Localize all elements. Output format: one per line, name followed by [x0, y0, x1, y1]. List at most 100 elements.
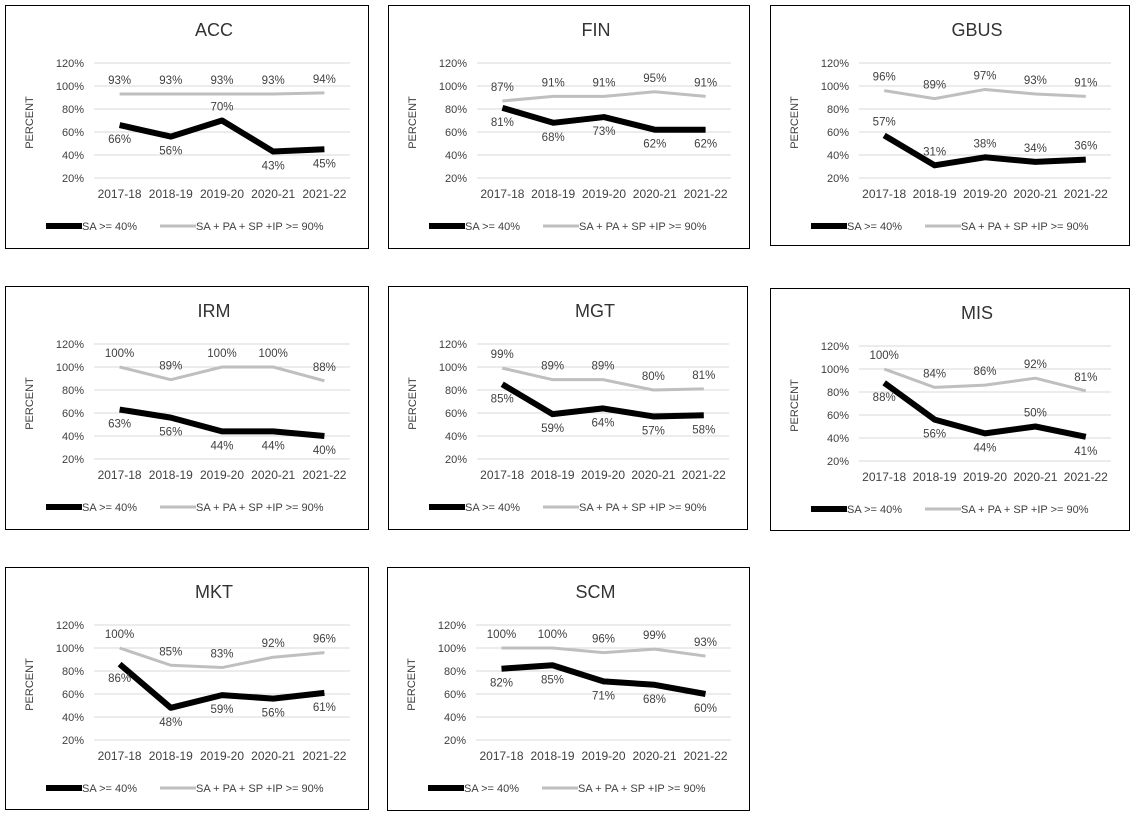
y-axis-label: PERCENT	[789, 379, 801, 432]
data-label: 87%	[491, 82, 514, 94]
y-tick-label: 20%	[62, 735, 84, 747]
legend-label: SA >= 40%	[82, 783, 137, 795]
data-label: 56%	[262, 708, 285, 720]
y-tick-label: 20%	[827, 456, 849, 468]
x-tick-label: 2019-20	[200, 187, 244, 201]
y-tick-label: 20%	[445, 454, 467, 466]
y-tick-label: 20%	[445, 173, 467, 185]
data-label: 70%	[210, 102, 233, 114]
y-tick-label: 40%	[445, 431, 467, 443]
x-tick-label: 2020-21	[251, 468, 295, 482]
data-label: 44%	[262, 440, 285, 452]
series-line-sa-40	[118, 117, 325, 155]
data-label: 100%	[487, 629, 516, 641]
y-axis-label: PERCENT	[24, 96, 36, 149]
x-tick-label: 2019-20	[581, 468, 625, 482]
legend-label: SA + PA + SP +IP >= 90%	[578, 783, 706, 795]
y-axis-label: PERCENT	[407, 377, 419, 430]
x-tick-label: 2018-19	[149, 187, 193, 201]
data-label: 44%	[973, 442, 996, 454]
x-tick-label: 2018-19	[530, 749, 574, 763]
x-tick-label: 2018-19	[531, 187, 575, 201]
legend-label: SA >= 40%	[847, 504, 902, 516]
data-label: 85%	[491, 393, 514, 405]
data-label: 85%	[541, 674, 564, 686]
x-tick-label: 2017-18	[98, 187, 142, 201]
y-tick-label: 60%	[445, 408, 467, 420]
data-label: 57%	[873, 116, 896, 128]
x-tick-label: 2021-22	[682, 468, 726, 482]
y-tick-label: 120%	[438, 620, 466, 632]
series-line-sa-40	[501, 662, 707, 697]
x-tick-label: 2021-22	[302, 187, 346, 201]
x-tick-label: 2021-22	[302, 749, 346, 763]
legend-label: SA >= 40%	[82, 221, 137, 233]
chart-panel-irm: IRM PERCENT 20% 40% 60% 80% 100% 120% 2017-18 201…	[5, 286, 369, 530]
data-label: 56%	[923, 429, 946, 441]
data-label: 99%	[643, 630, 666, 642]
chart-svg: ACC PERCENT 20% 40% 60% 80% 100% 120% 2017-18 201…	[24, 20, 350, 233]
y-tick-label: 20%	[62, 454, 84, 466]
data-label: 100%	[869, 350, 898, 362]
y-tick-label: 60%	[445, 127, 467, 139]
x-tick-label: 2018-19	[531, 468, 575, 482]
y-tick-label: 60%	[62, 127, 84, 139]
y-axis-label: PERCENT	[406, 658, 418, 711]
data-label: 88%	[873, 392, 896, 404]
data-label: 68%	[643, 694, 666, 706]
y-tick-label: 20%	[827, 173, 849, 185]
data-label: 71%	[592, 690, 615, 702]
y-tick-label: 80%	[445, 104, 467, 116]
data-label: 44%	[210, 440, 233, 452]
y-tick-label: 40%	[444, 712, 466, 724]
x-tick-label: 2019-20	[581, 749, 625, 763]
y-axis-label: PERCENT	[24, 658, 36, 711]
data-label: 43%	[262, 161, 285, 173]
series-line-sa-40	[117, 661, 325, 711]
data-label: 80%	[642, 371, 665, 383]
data-label: 62%	[643, 139, 666, 151]
y-tick-label: 40%	[62, 431, 84, 443]
data-label: 86%	[973, 366, 996, 378]
data-label: 89%	[541, 361, 564, 373]
data-label: 93%	[159, 75, 182, 87]
series-line-sa-40	[501, 104, 706, 133]
x-tick-label: 2017-18	[98, 749, 142, 763]
data-label: 93%	[210, 75, 233, 87]
legend-label: SA + PA + SP +IP >= 90%	[196, 783, 324, 795]
legend-label: SA + PA + SP +IP >= 90%	[961, 504, 1089, 516]
data-label: 96%	[873, 72, 896, 84]
y-tick-label: 40%	[827, 433, 849, 445]
legend-label: SA >= 40%	[847, 221, 902, 233]
y-tick-label: 60%	[444, 689, 466, 701]
data-label: 56%	[159, 146, 182, 158]
series-line-sa-pa-sp-ip-90	[502, 90, 706, 103]
chart-title: MIS	[961, 303, 993, 323]
x-tick-label: 2019-20	[963, 187, 1007, 201]
legend-label: SA + PA + SP +IP >= 90%	[579, 221, 707, 233]
data-label: 99%	[491, 349, 514, 361]
x-tick-label: 2019-20	[200, 468, 244, 482]
series-line-sa-pa-sp-ip-90	[119, 646, 325, 670]
data-label: 93%	[694, 637, 717, 649]
y-tick-label: 60%	[62, 689, 84, 701]
data-label: 73%	[592, 126, 615, 138]
legend-label: SA >= 40%	[465, 221, 520, 233]
y-tick-label: 100%	[56, 81, 84, 93]
y-tick-label: 80%	[62, 385, 84, 397]
chart-title: ACC	[195, 20, 233, 40]
data-label: 92%	[262, 638, 285, 650]
x-tick-label: 2017-18	[480, 468, 524, 482]
data-label: 64%	[591, 417, 614, 429]
chart-panel-mgt: MGT PERCENT 20% 40% 60% 80% 100% 120% 2017-18 201…	[388, 286, 748, 530]
data-label: 89%	[923, 80, 946, 92]
data-label: 95%	[643, 73, 666, 85]
y-tick-label: 120%	[439, 58, 467, 70]
chart-svg: FIN PERCENT 20% 40% 60% 80% 100% 120% 2017-18 201…	[407, 20, 731, 233]
data-label: 100%	[258, 348, 287, 360]
x-tick-label: 2021-22	[684, 187, 728, 201]
data-label: 97%	[973, 70, 996, 82]
data-label: 100%	[207, 348, 236, 360]
legend-label: SA >= 40%	[82, 502, 137, 514]
data-label: 81%	[491, 117, 514, 129]
